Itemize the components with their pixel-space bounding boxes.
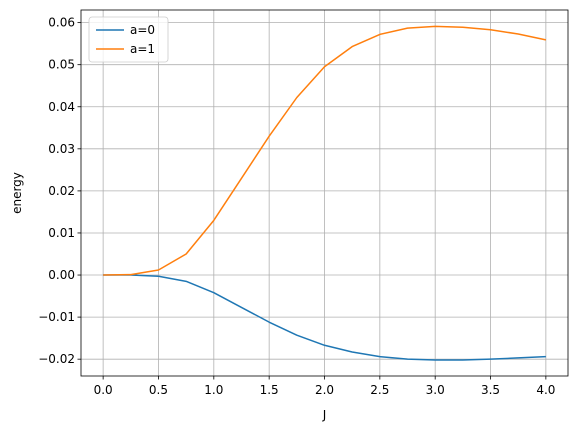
y-axis-label: energy [10,172,24,214]
y-tick-label: 0.03 [48,142,75,156]
x-tick-label: 3.5 [481,383,500,397]
legend-box [88,16,169,63]
y-tick-label: 0.06 [48,16,75,30]
y-tick-label: −0.02 [38,352,75,366]
x-tick-label: 2.5 [370,383,389,397]
series-line-0 [103,274,546,361]
y-tick-label: 0.04 [48,100,75,114]
x-tick-label: 2.0 [315,383,334,397]
y-tick-label: −0.01 [38,310,75,324]
series-lines [103,25,547,361]
series-line-1 [103,25,547,276]
x-tick-label: 0.0 [94,383,113,397]
x-tick-label: 3.0 [426,383,445,397]
legend-label-1: a=1 [130,42,155,56]
x-tick-label: 0.5 [149,383,168,397]
y-tick-label: 0.05 [48,58,75,72]
x-axis-label: J [322,408,327,422]
legend: a=0a=1 [88,16,169,63]
axis-ticks: 0.0 0.5 1.0 1.5 2.0 2.5 3.0 3.5 4.0 −0.02 −0.01 0.0… [38,16,555,397]
x-tick-label: 4.0 [536,383,555,397]
x-tick-label: 1.0 [204,383,223,397]
y-tick-label: 0.02 [48,184,75,198]
x-tick-label: 1.5 [260,383,279,397]
grid [81,10,568,376]
y-tick-label: 0.01 [48,226,75,240]
y-tick-label: 0.00 [48,268,75,282]
legend-label-0: a=0 [130,23,155,37]
